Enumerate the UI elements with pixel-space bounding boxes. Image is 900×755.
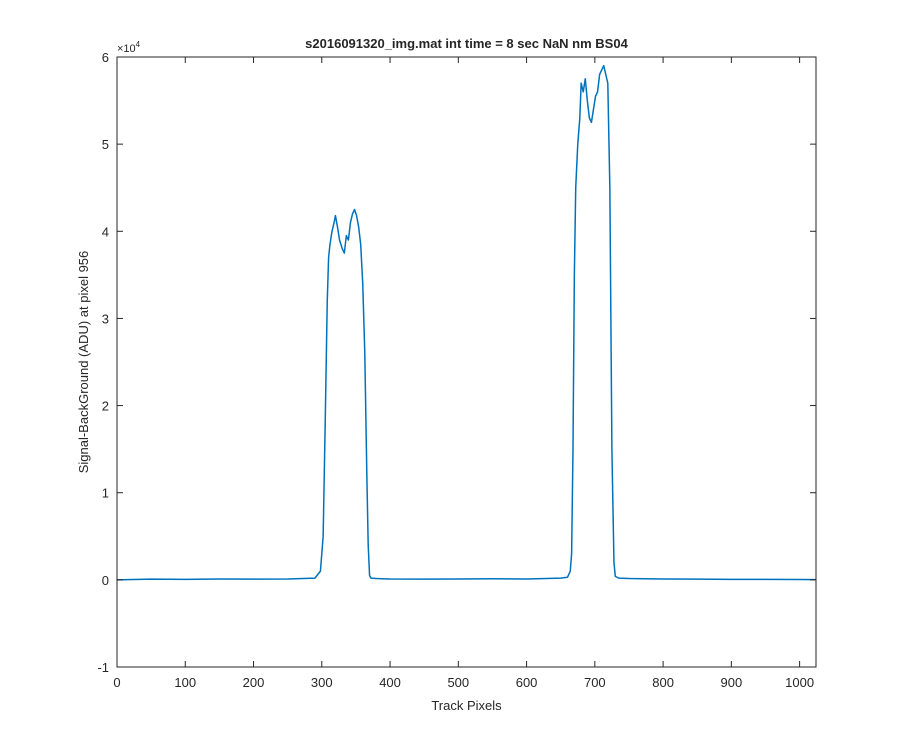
tick-layer: 0 100 200 300 400 500 600 700 800 900 1000 -1 0 1 2 3 4 5… bbox=[97, 50, 816, 690]
x-tick-label: 200 bbox=[243, 675, 265, 690]
x-tick-label: 900 bbox=[721, 675, 743, 690]
x-tick-label: 0 bbox=[113, 675, 120, 690]
x-tick-label: 400 bbox=[379, 675, 401, 690]
plot-area bbox=[117, 57, 816, 667]
y-tick-label: 0 bbox=[102, 573, 109, 588]
x-tick-label: 500 bbox=[447, 675, 469, 690]
x-tick-label: 600 bbox=[516, 675, 538, 690]
series-line bbox=[116, 64, 817, 581]
y-tick-label: 1 bbox=[102, 486, 109, 501]
x-axis-label: Track Pixels bbox=[431, 698, 502, 713]
x-tick-label: 1000 bbox=[785, 675, 814, 690]
chart-title: s2016091320_img.mat int time = 8 sec NaN… bbox=[305, 36, 628, 51]
y-tick-label: -1 bbox=[97, 660, 109, 675]
y-tick-label: 5 bbox=[102, 137, 109, 152]
y-exponent-label: ×104 bbox=[117, 40, 141, 55]
y-tick-label: 6 bbox=[102, 50, 109, 65]
y-axis-label: Signal-BackGround (ADU) at pixel 956 bbox=[76, 251, 91, 474]
y-tick-label: 3 bbox=[102, 311, 109, 326]
x-tick-label: 300 bbox=[311, 675, 333, 690]
y-tick-label: 4 bbox=[102, 224, 109, 239]
x-tick-label: 700 bbox=[584, 675, 606, 690]
series-layer bbox=[116, 64, 817, 581]
axes-box bbox=[116, 56, 817, 668]
x-tick-label: 800 bbox=[652, 675, 674, 690]
x-tick-label: 100 bbox=[174, 675, 196, 690]
y-tick-label: 2 bbox=[102, 399, 109, 414]
